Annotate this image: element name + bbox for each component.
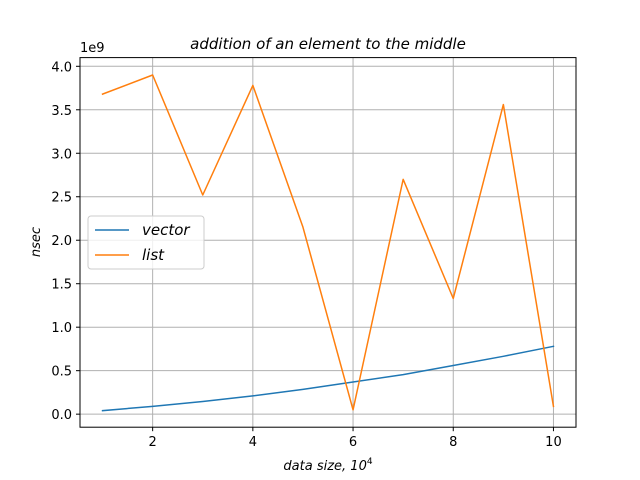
plot-frame xyxy=(79,57,577,428)
x-tick-label: 8 xyxy=(449,435,457,450)
series-line-list xyxy=(101,74,555,411)
grid xyxy=(80,57,576,428)
x-axis-label: data size, 104 xyxy=(283,457,372,474)
y-tick-label: 0.5 xyxy=(51,365,72,380)
x-tick-label: 4 xyxy=(249,435,257,450)
y-offset-label: 1e9 xyxy=(80,41,105,56)
legend-label-vector: vector xyxy=(142,221,190,239)
x-tick-label: 6 xyxy=(349,435,357,450)
legend: vector list xyxy=(87,215,205,270)
y-tick-label: 2.0 xyxy=(51,234,72,249)
y-axis-label: nsec xyxy=(29,227,44,257)
chart-title: addition of an element to the middle xyxy=(190,35,466,53)
y-tick-label: 3.0 xyxy=(51,147,72,162)
x-axis-label-text: data size, 10 xyxy=(283,459,366,474)
y-tick-label: 3.5 xyxy=(51,104,72,119)
x-tick-label: 2 xyxy=(149,435,157,450)
axis-ticks: 2 4 6 8 10 0.0 0.5 1.0 1.5 2.0 2.5 3.0 3.5 4.0 xyxy=(51,60,561,450)
x-tick-label: 10 xyxy=(545,435,562,450)
x-axis-label-exponent: 4 xyxy=(367,457,373,467)
y-tick-label: 4.0 xyxy=(51,60,72,75)
y-tick-label: 2.5 xyxy=(51,191,72,206)
legend-label-list: list xyxy=(142,246,165,264)
y-tick-label: 0.0 xyxy=(51,408,72,423)
y-tick-label: 1.5 xyxy=(51,278,72,293)
series-line-vector xyxy=(101,345,555,412)
series-lines xyxy=(101,74,555,412)
y-tick-label: 1.0 xyxy=(51,321,72,336)
